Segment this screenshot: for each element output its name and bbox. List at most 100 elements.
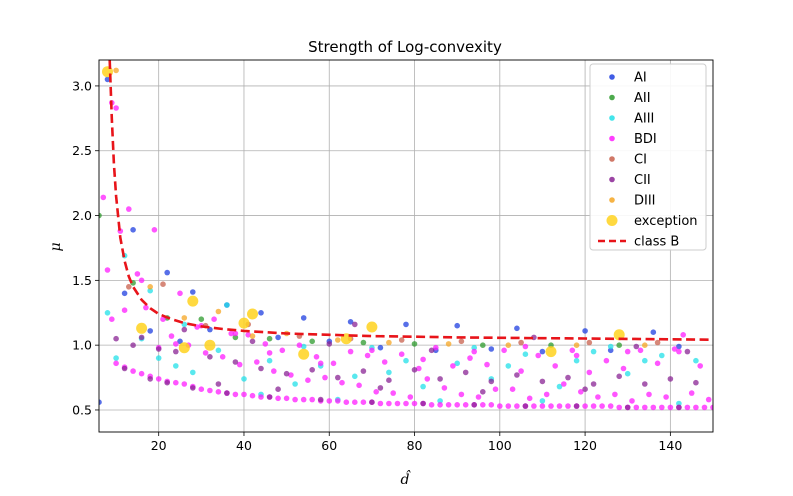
aiii-point	[352, 373, 358, 380]
aiii-point	[454, 360, 461, 367]
cii-point	[283, 370, 290, 377]
aiii-point	[181, 321, 188, 328]
ci-point	[518, 339, 524, 346]
bdi-point	[624, 348, 631, 355]
bdi-point	[394, 400, 401, 407]
bdi-point	[501, 347, 507, 354]
ai-point	[164, 269, 170, 276]
bdi-point	[548, 403, 554, 409]
legend-marker	[609, 74, 615, 80]
y-axis-label: μ	[48, 242, 64, 251]
bdi-point	[143, 304, 149, 311]
aii-point	[309, 338, 316, 345]
bdi-point	[352, 399, 358, 406]
bdi-point	[313, 354, 320, 360]
cii-point	[113, 335, 119, 342]
bdi-point	[309, 396, 316, 403]
bdi-point	[543, 391, 550, 398]
bdi-point	[633, 404, 640, 411]
cii-point	[633, 343, 640, 350]
bdi-point	[637, 347, 644, 354]
bdi-point	[586, 369, 593, 376]
diii-point	[386, 339, 392, 346]
ci-point	[160, 281, 166, 288]
bdi-point	[407, 394, 414, 400]
legend-marker	[609, 176, 615, 183]
aii-point	[411, 341, 418, 347]
bdi-point	[616, 404, 622, 411]
bdi-point	[526, 395, 533, 402]
cii-point	[420, 400, 426, 407]
bdi-point	[578, 389, 584, 395]
exception-point	[298, 348, 310, 360]
ai-point	[275, 334, 281, 341]
aiii-point	[386, 369, 392, 376]
cii-point	[411, 367, 418, 373]
bdi-point	[607, 403, 614, 409]
bdi-point	[134, 271, 141, 277]
legend-marker	[609, 94, 615, 101]
bdi-point	[514, 403, 520, 409]
x-tick-label: 20	[151, 438, 167, 453]
cii-point	[317, 396, 324, 403]
bdi-point	[535, 352, 541, 359]
cii-point	[275, 386, 281, 393]
bdi-point	[126, 206, 132, 212]
bdi-point	[249, 392, 256, 399]
cii-point	[249, 338, 256, 345]
bdi-point	[364, 352, 371, 359]
legend-label: AII	[634, 91, 651, 106]
aiii-point	[113, 355, 119, 361]
cii-point	[642, 381, 648, 387]
series-cii	[113, 321, 699, 411]
x-tick-label: 140	[658, 438, 682, 453]
ai-point	[488, 346, 495, 352]
bdi-point	[556, 403, 563, 409]
legend-item-cii: CII	[609, 173, 651, 188]
cii-point	[514, 372, 520, 378]
bdi-point	[339, 379, 345, 386]
legend-item-aiii: AIII	[609, 112, 654, 127]
aiii-point	[224, 302, 230, 308]
aiii-point	[104, 310, 111, 316]
aiii-point	[642, 357, 648, 364]
cii-point	[215, 381, 222, 387]
legend-item-ci: CI	[609, 153, 647, 168]
aii-point	[198, 316, 205, 323]
bdi-point	[659, 404, 665, 411]
axes: 20 40 60 80 100 120 140 0.5 1.0 1.5 2.0 2.5 3.0	[72, 59, 714, 453]
bdi-point	[236, 361, 243, 368]
legend-item-class-b: class B	[598, 235, 679, 250]
bdi-point	[386, 400, 392, 407]
bdi-point	[522, 343, 529, 350]
bdi-point	[356, 382, 362, 389]
bdi-point	[693, 404, 699, 411]
aiii-point	[292, 381, 298, 387]
bdi-point	[113, 105, 119, 111]
exception-point	[136, 322, 148, 334]
cii-point	[138, 334, 145, 341]
aiii-point	[190, 369, 196, 376]
y-tick-label: 1.5	[72, 273, 92, 288]
bdi-point	[335, 398, 341, 404]
cii-point	[462, 369, 469, 376]
bdi-point	[697, 363, 703, 369]
aiii-point	[539, 398, 546, 404]
aiii-point	[266, 357, 273, 364]
cii-point	[573, 403, 580, 409]
bdi-point	[181, 381, 188, 387]
bdi-point	[599, 403, 605, 409]
exception-point	[204, 339, 216, 351]
cii-point	[181, 326, 188, 333]
legend-label: AI	[634, 71, 647, 86]
bdi-point	[710, 404, 713, 411]
bdi-point	[416, 365, 422, 372]
legend-label: BDI	[634, 132, 657, 147]
cii-point	[173, 348, 179, 355]
bdi-point	[305, 377, 311, 384]
bdi-point	[663, 394, 669, 400]
bdi-point	[552, 363, 558, 369]
bdi-point	[497, 403, 503, 409]
exception-point	[187, 295, 199, 307]
legend-item-bdi: BDI	[609, 132, 657, 147]
